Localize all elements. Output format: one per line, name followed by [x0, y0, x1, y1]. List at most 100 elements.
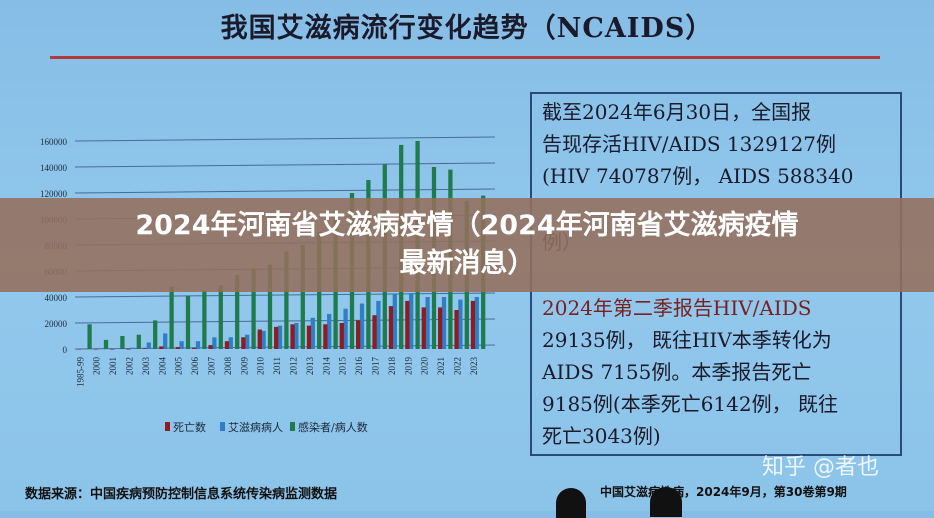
gridline [74, 188, 496, 194]
bar-deaths [405, 300, 410, 349]
bar-infected [251, 268, 256, 349]
legend-swatch [220, 422, 225, 431]
x-tick-label: 2012 [288, 357, 298, 375]
bar-deaths [356, 320, 361, 349]
gridline [74, 136, 496, 142]
summary-line: 9185例(本季死亡6142例， 既往 [542, 392, 838, 416]
bar-infected [103, 339, 109, 349]
bar-deaths [454, 310, 459, 349]
bar-aids [163, 333, 168, 349]
legend-label: 艾滋病病人 [228, 420, 283, 434]
x-tick-label: 2010 [256, 357, 266, 376]
bar-aids [392, 294, 397, 349]
legend-swatch [165, 422, 170, 431]
bar-aids [343, 308, 348, 349]
x-tick-label: 2009 [239, 357, 249, 376]
journal-citation: 中国艾滋病性病，2024年9月，第30卷第9期 [600, 485, 847, 499]
bar-aids [130, 347, 135, 349]
bar-aids [179, 341, 184, 349]
bar-infected [87, 324, 92, 349]
bar-deaths [77, 349, 82, 350]
bar-aids [359, 303, 365, 349]
x-tick-label: 2000 [92, 357, 102, 376]
watermark: 知乎 @者也 [762, 455, 879, 480]
bar-deaths [421, 307, 426, 349]
x-tick-label: 2001 [108, 357, 118, 375]
summary-line: 死亡3043例) [542, 424, 661, 448]
x-tick-label: 2008 [223, 357, 233, 376]
bar-infected [235, 274, 240, 349]
summary-line: (HIV 740787例， AIDS 588340 [542, 164, 854, 188]
bar-deaths [110, 349, 115, 350]
bar-aids [327, 313, 332, 349]
bar-deaths [470, 300, 476, 349]
summary-line: 2024年第二季报告HIV/AIDS [542, 296, 812, 320]
bar-aids [458, 299, 463, 349]
x-tick-label: 2016 [354, 357, 364, 376]
bar-aids [425, 297, 430, 349]
audience-head [650, 487, 682, 517]
bar-deaths [438, 307, 443, 349]
bar-aids [195, 341, 201, 349]
x-tick-label: 2011 [272, 357, 282, 375]
x-tick-label: 2007 [206, 357, 216, 376]
bar-aids [146, 342, 151, 349]
bar-infected [136, 334, 141, 349]
bar-deaths [192, 347, 197, 349]
headline-line-2: 最新消息） [399, 248, 535, 279]
bar-aids [441, 297, 447, 349]
bar-infected [300, 245, 305, 349]
x-tick-label: 2002 [124, 357, 134, 375]
bar-aids [245, 334, 250, 349]
bar-deaths [93, 349, 98, 350]
x-tick-label: 2005 [174, 357, 184, 376]
bar-infected [284, 251, 289, 349]
y-tick-label: 120000 [40, 189, 68, 199]
bar-deaths [126, 349, 131, 350]
bar-deaths [290, 324, 295, 349]
bar-deaths [208, 345, 213, 349]
bar-deaths [306, 325, 312, 349]
bar-infected [120, 336, 125, 349]
bar-deaths [323, 324, 328, 349]
bar-infected [185, 295, 191, 349]
bar-aids [409, 293, 414, 349]
summary-textbox: 截至2024年6月30日，全国报 告现存活HIV/AIDS 1329127例 (… [530, 92, 902, 456]
x-tick-label: 2021 [436, 357, 446, 375]
audience-head [556, 488, 586, 518]
title-underline [50, 56, 880, 59]
x-tick-label: 2006 [190, 357, 200, 376]
bar-infected [169, 286, 174, 349]
y-tick-label: 20000 [45, 319, 68, 329]
summary-line: 29135例， 既往HIV本季转化为 [542, 328, 832, 352]
summary-line: 截至2024年6月30日，全国报 [542, 100, 812, 124]
bar-aids [474, 297, 479, 349]
bar-deaths [175, 347, 180, 349]
gridline [74, 162, 496, 168]
bar-deaths [257, 329, 262, 349]
bar-deaths [159, 346, 164, 349]
legend-swatch [290, 422, 295, 431]
bar-infected [267, 264, 273, 349]
bar-aids [113, 348, 119, 349]
legend-label: 感染者/病人数 [298, 420, 368, 434]
summary-line: 告现存活HIV/AIDS 1329127例 [542, 132, 837, 156]
bar-infected [202, 290, 207, 349]
x-tick-label: 2004 [157, 357, 167, 376]
y-tick-label: 160000 [40, 137, 68, 147]
x-tick-label: 2023 [469, 357, 479, 376]
bar-aids [81, 348, 86, 350]
bar-aids [277, 325, 283, 349]
bar-aids [212, 337, 217, 349]
bar-aids [228, 337, 233, 349]
x-tick-label: 1985-99 [75, 357, 85, 387]
x-tick-label: 2015 [338, 357, 348, 376]
bar-aids [97, 348, 102, 349]
x-tick-label: 2020 [420, 357, 430, 376]
bar-aids [294, 323, 299, 349]
slide-title: 我国艾滋病流行变化趋势（NCAIDS） [220, 13, 714, 44]
data-source: 数据来源：中国疾病预防控制信息系统传染病监测数据 [25, 487, 338, 502]
legend-label: 死亡数 [173, 420, 206, 434]
x-tick-label: 2014 [321, 357, 331, 376]
bar-aids [376, 300, 381, 349]
